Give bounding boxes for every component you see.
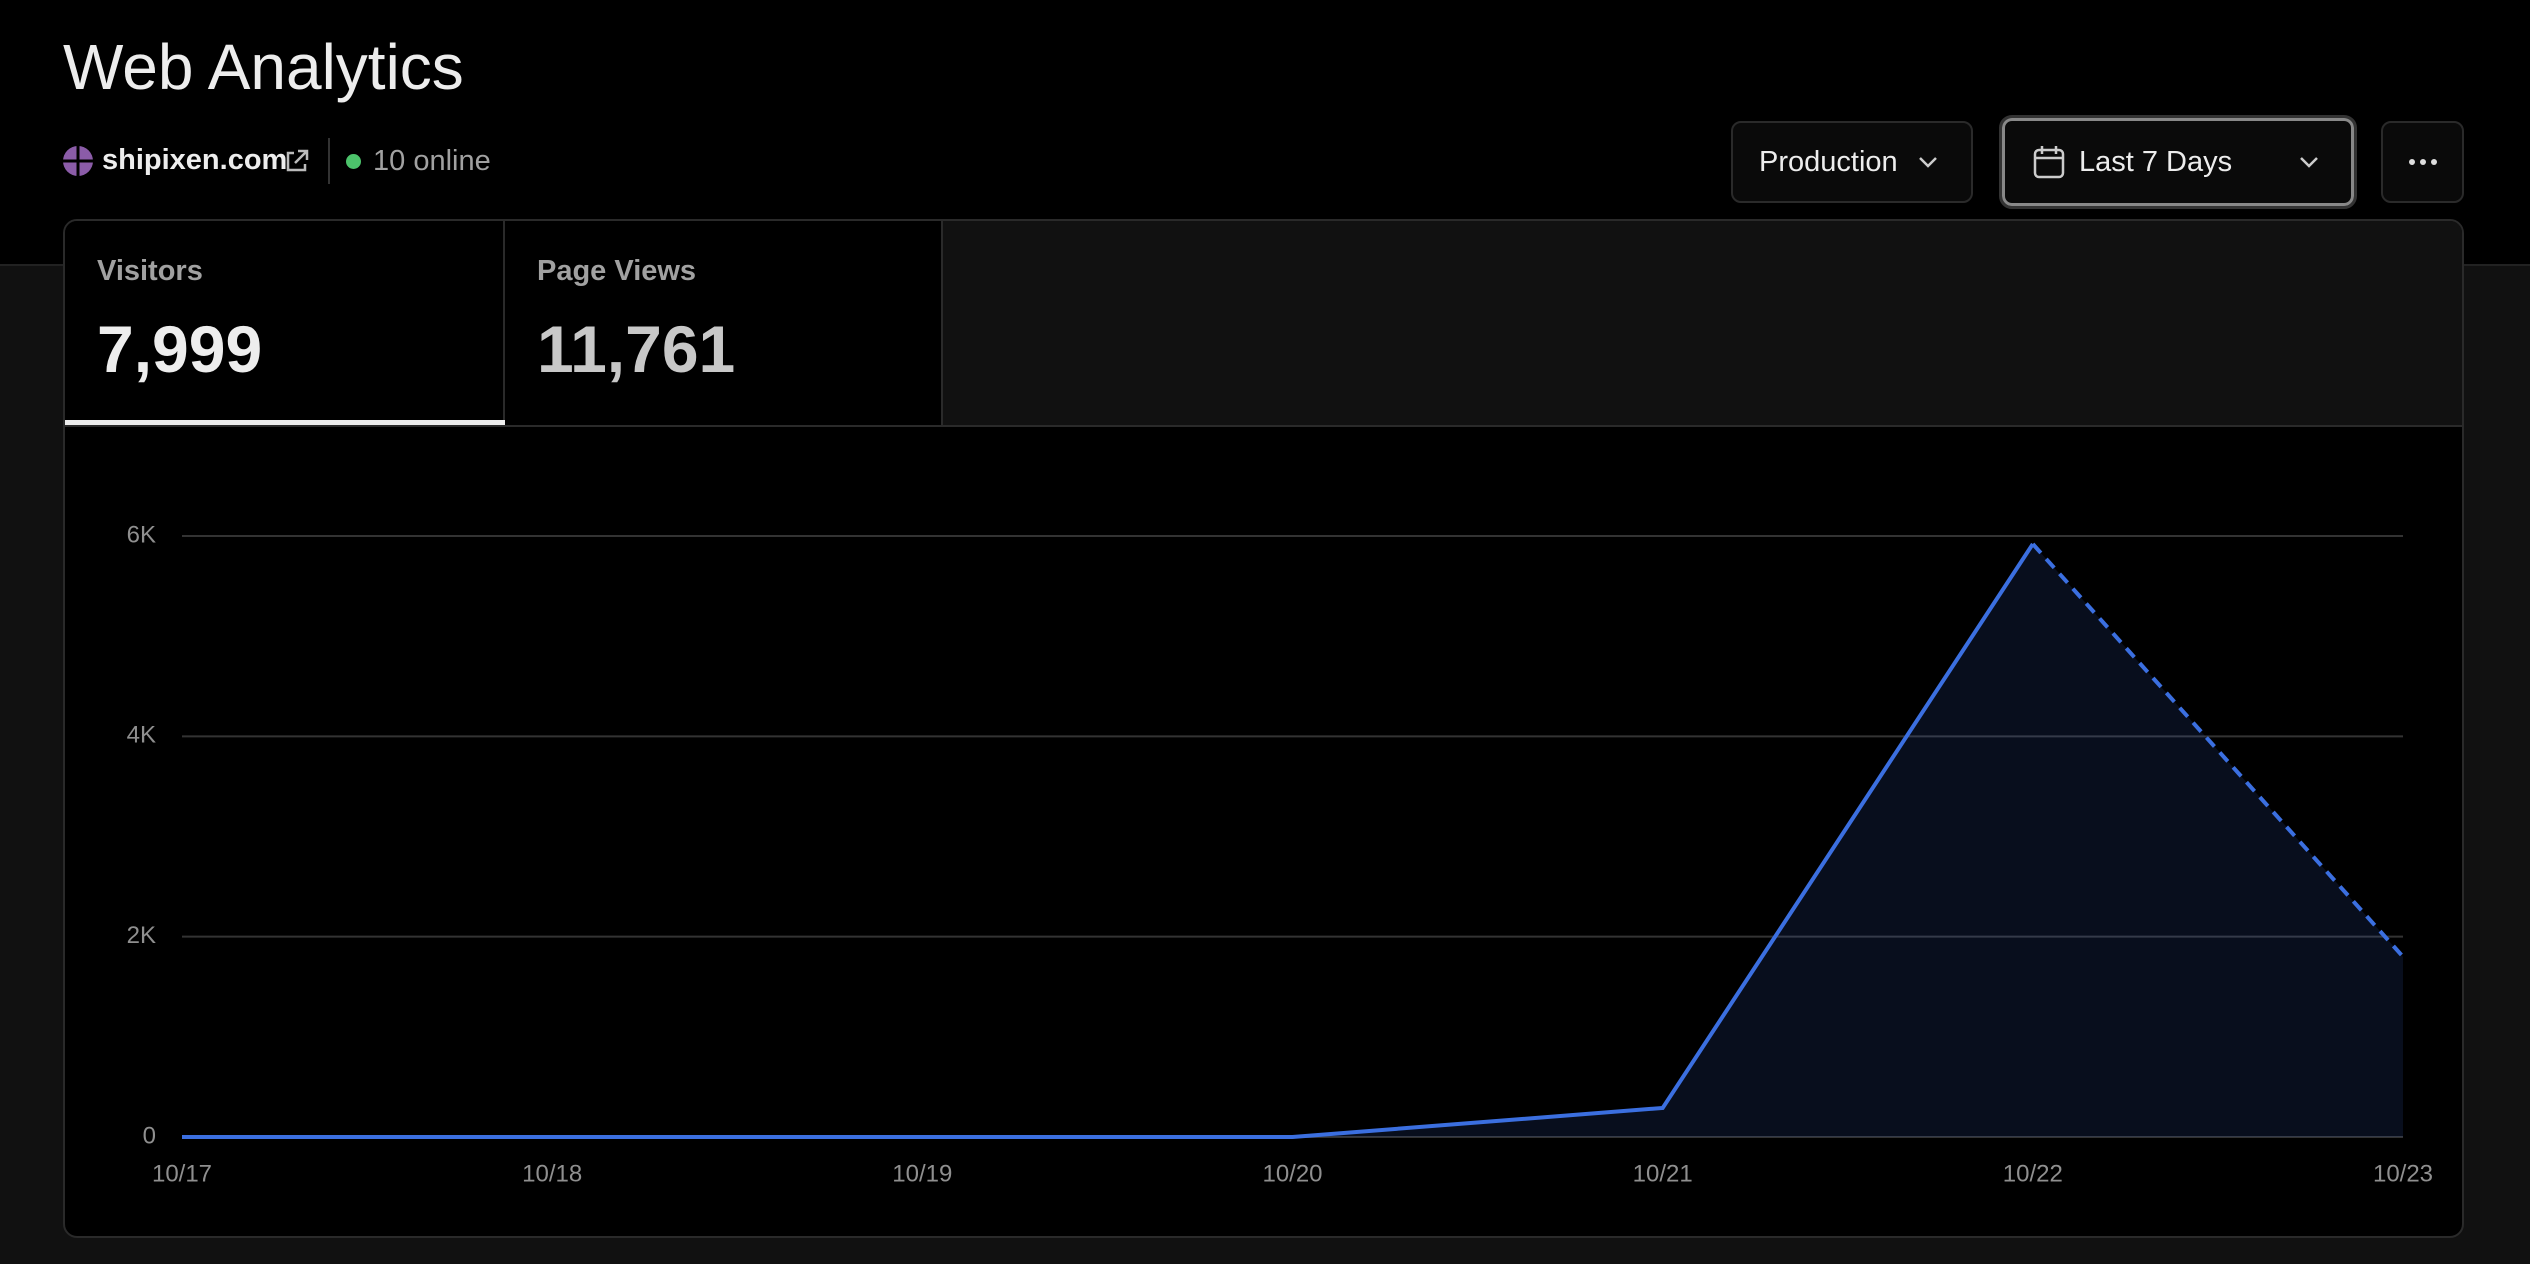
dots-icon	[2408, 159, 2437, 165]
tab-label: Page Views	[537, 255, 697, 287]
tab-value: 11,761	[537, 312, 736, 386]
x-tick-label: 10/17	[152, 1160, 212, 1187]
y-tick-label: 4K	[127, 722, 156, 749]
tab[interactable]: Page Views 11,761	[505, 221, 943, 425]
tab-label: Visitors	[97, 255, 203, 287]
y-tick-label: 0	[143, 1122, 156, 1149]
site-icon	[63, 146, 93, 176]
environment-label: Production	[1759, 145, 1898, 178]
site-link[interactable]: shipixen.com	[102, 144, 288, 176]
x-tick-label: 10/21	[1633, 1160, 1693, 1187]
chevron	[1918, 157, 1937, 168]
divider	[328, 138, 330, 184]
x-tick-label: 10/23	[2373, 1160, 2433, 1187]
line-projected	[2031, 542, 2405, 959]
x-tick-label: 10/19	[892, 1160, 952, 1187]
active-underline	[65, 420, 505, 425]
range-select[interactable]: Last 7 Days	[1999, 115, 2357, 209]
analytics-card: Visitors 7,999 Page Views 11,761	[63, 219, 2464, 1238]
external-icon[interactable]	[284, 148, 310, 174]
x-tick-label: 10/22	[2003, 1160, 2063, 1187]
more-button[interactable]	[2381, 121, 2464, 203]
y-tick-label: 2K	[127, 922, 156, 949]
x-tick-label: 10/20	[1262, 1160, 1322, 1187]
online-count: 10 online	[373, 145, 491, 177]
tab-value: 7,999	[97, 312, 263, 386]
page-title: Web Analytics	[63, 31, 464, 103]
area	[182, 544, 2403, 1137]
environment-select[interactable]: Production	[1731, 121, 1973, 203]
line	[182, 542, 2035, 1139]
x-tick-label: 10/18	[522, 1160, 582, 1187]
y-tick-label: 6K	[127, 521, 156, 548]
chevron	[2300, 157, 2318, 168]
range-label: Last 7 Days	[2079, 145, 2233, 178]
tab[interactable]: Visitors 7,999	[65, 221, 505, 425]
calendar-icon	[2033, 146, 2065, 179]
online-dot	[346, 154, 361, 169]
